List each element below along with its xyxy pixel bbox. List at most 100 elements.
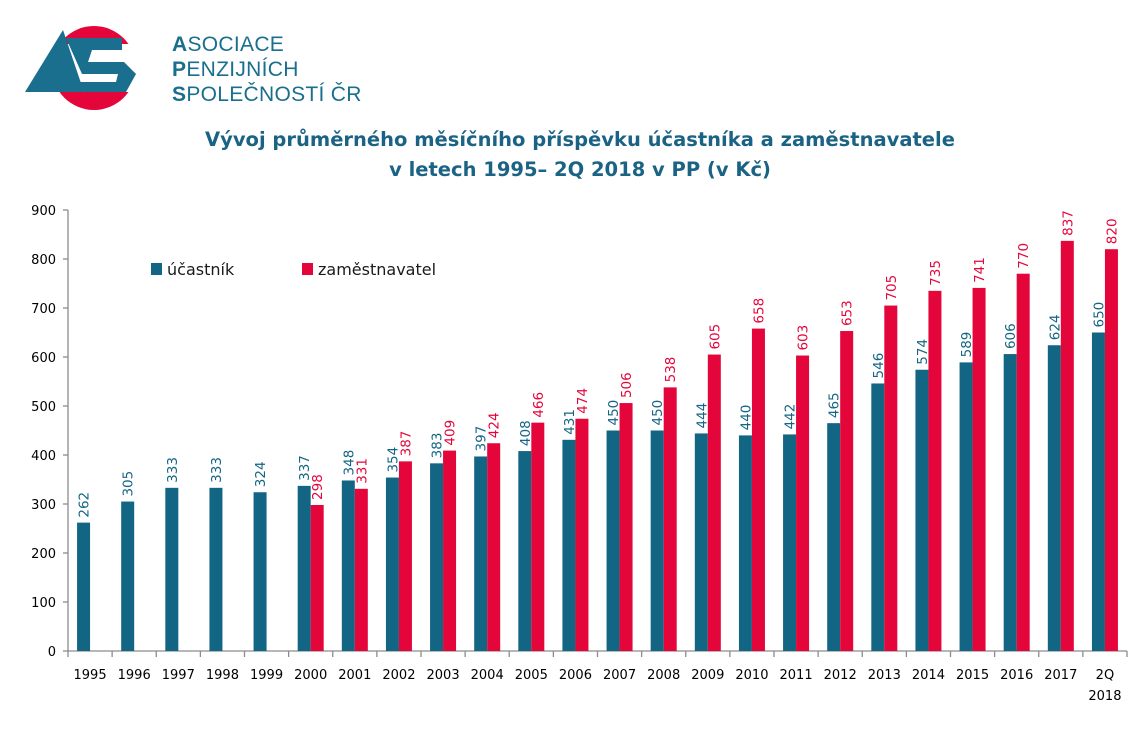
data-label-zamestnavatel: 466 bbox=[531, 392, 547, 418]
y-tick-label: 0 bbox=[48, 645, 56, 660]
data-label-ucastnik: 333 bbox=[165, 457, 181, 483]
bar-zamestnavatel bbox=[398, 461, 412, 651]
bar-ucastnik bbox=[430, 463, 444, 651]
data-label-ucastnik: 408 bbox=[518, 420, 534, 446]
data-label-ucastnik: 440 bbox=[738, 405, 754, 431]
x-tick-label: 2011 bbox=[780, 668, 813, 683]
x-tick-label: 2009 bbox=[691, 668, 724, 683]
x-tick-label: 1999 bbox=[250, 668, 283, 683]
data-label-zamestnavatel: 741 bbox=[972, 257, 988, 283]
y-tick-label: 400 bbox=[31, 449, 56, 464]
bar-ucastnik bbox=[1047, 345, 1061, 651]
data-label-zamestnavatel: 474 bbox=[575, 388, 591, 414]
bar-ucastnik bbox=[827, 423, 841, 651]
data-label-zamestnavatel: 506 bbox=[619, 372, 635, 398]
data-label-zamestnavatel: 770 bbox=[1016, 243, 1032, 269]
bar-ucastnik bbox=[1091, 332, 1105, 651]
y-tick-label: 300 bbox=[31, 498, 56, 513]
data-label-ucastnik: 650 bbox=[1091, 302, 1107, 328]
data-label-ucastnik: 324 bbox=[253, 461, 269, 487]
x-tick-label: 2001 bbox=[338, 668, 371, 683]
x-tick-label: 2004 bbox=[471, 668, 504, 683]
bar-ucastnik bbox=[209, 487, 223, 651]
bar-zamestnavatel bbox=[310, 504, 324, 651]
bar-zamestnavatel bbox=[928, 290, 942, 651]
data-label-zamestnavatel: 735 bbox=[928, 260, 944, 286]
axes: 0 100 200 300 400 500 600 700 800 900 1995 1996 1997… bbox=[31, 204, 1128, 704]
bar-ucastnik bbox=[959, 362, 973, 651]
y-tick-label: 700 bbox=[31, 302, 56, 317]
bar-ucastnik bbox=[121, 501, 135, 651]
x-tick-label: 1997 bbox=[162, 668, 195, 683]
data-label-ucastnik: 337 bbox=[297, 455, 313, 481]
bar-ucastnik bbox=[77, 522, 91, 651]
x-tick-label: 2015 bbox=[956, 668, 989, 683]
chart-title-line2: v letech 1995– 2Q 2018 v PP (v Kč) bbox=[389, 158, 771, 181]
legend-label-ucastnik: účastník bbox=[167, 260, 235, 279]
data-label-zamestnavatel: 705 bbox=[884, 275, 900, 301]
logo-letter-a bbox=[25, 30, 84, 92]
bar-zamestnavatel bbox=[531, 422, 545, 651]
bar-zamestnavatel bbox=[575, 418, 589, 651]
data-label-ucastnik: 624 bbox=[1047, 314, 1063, 340]
data-label-ucastnik: 354 bbox=[385, 447, 401, 473]
data-label-ucastnik: 444 bbox=[694, 403, 710, 429]
data-labels: 262 305 333 333 324 337 348 354 383 397 408 431 450 4… bbox=[77, 210, 1121, 518]
data-label-ucastnik: 305 bbox=[121, 471, 137, 497]
bar-ucastnik bbox=[297, 485, 311, 651]
bar-zamestnavatel bbox=[619, 403, 633, 651]
bar-ucastnik bbox=[253, 492, 267, 651]
data-label-ucastnik: 450 bbox=[606, 400, 622, 426]
y-tick-label: 200 bbox=[31, 547, 56, 562]
bar-ucastnik bbox=[915, 369, 929, 651]
x-tick-label: 2002 bbox=[382, 668, 415, 683]
data-label-ucastnik: 442 bbox=[783, 404, 799, 430]
bar-ucastnik bbox=[650, 430, 664, 651]
org-name: ASOCIACE PENZIJNÍCH SPOLEČNOSTÍ ČR bbox=[172, 32, 362, 107]
x-tick-label: 2010 bbox=[735, 668, 768, 683]
x-tick-label: 2017 bbox=[1044, 668, 1077, 683]
data-label-ucastnik: 333 bbox=[209, 457, 225, 483]
data-label-ucastnik: 348 bbox=[341, 450, 357, 476]
data-label-ucastnik: 546 bbox=[871, 353, 887, 379]
bar-ucastnik bbox=[341, 480, 355, 651]
data-label-zamestnavatel: 331 bbox=[354, 458, 370, 484]
x-tick-label: 1996 bbox=[118, 668, 151, 683]
logo-letter-ps bbox=[66, 38, 136, 92]
legend-label-zamestnavatel: zaměstnavatel bbox=[318, 260, 436, 279]
org-name-line2: ENZIJNÍCH bbox=[186, 58, 299, 81]
x-tick-label: 2003 bbox=[427, 668, 460, 683]
bar-zamestnavatel bbox=[1016, 273, 1030, 651]
x-tick-label: 2000 bbox=[294, 668, 327, 683]
x-tick-label: 2006 bbox=[559, 668, 592, 683]
data-label-ucastnik: 574 bbox=[915, 339, 931, 365]
bar-zamestnavatel bbox=[884, 305, 898, 651]
y-tick-label: 500 bbox=[31, 400, 56, 415]
legend-swatch-zamestnavatel bbox=[302, 263, 313, 275]
bar-ucastnik bbox=[165, 487, 179, 651]
data-label-zamestnavatel: 820 bbox=[1104, 218, 1120, 244]
y-tick-label: 800 bbox=[31, 253, 56, 268]
bar-zamestnavatel bbox=[1104, 249, 1118, 651]
x-tick-label: 2007 bbox=[603, 668, 636, 683]
data-label-zamestnavatel: 837 bbox=[1060, 210, 1076, 236]
bar-zamestnavatel bbox=[443, 450, 457, 651]
bar-zamestnavatel bbox=[840, 331, 854, 651]
x-tick-label: 2018 bbox=[1088, 689, 1121, 704]
data-label-zamestnavatel: 298 bbox=[310, 474, 326, 500]
data-label-zamestnavatel: 605 bbox=[707, 324, 723, 350]
org-name-line3-cap: S bbox=[172, 83, 187, 106]
x-tick-label: 2013 bbox=[868, 668, 901, 683]
x-tick-label: 2Q bbox=[1096, 668, 1115, 683]
data-label-ucastnik: 397 bbox=[474, 426, 490, 452]
y-tick-label: 900 bbox=[31, 204, 56, 219]
x-tick-label: 1998 bbox=[206, 668, 239, 683]
data-label-ucastnik: 450 bbox=[650, 400, 666, 426]
data-label-ucastnik: 465 bbox=[827, 392, 843, 418]
bar-zamestnavatel bbox=[751, 328, 765, 651]
bar-ucastnik bbox=[606, 430, 620, 651]
data-label-ucastnik: 383 bbox=[430, 433, 446, 459]
x-tick-label: 1995 bbox=[74, 668, 107, 683]
bar-ucastnik bbox=[518, 451, 532, 651]
